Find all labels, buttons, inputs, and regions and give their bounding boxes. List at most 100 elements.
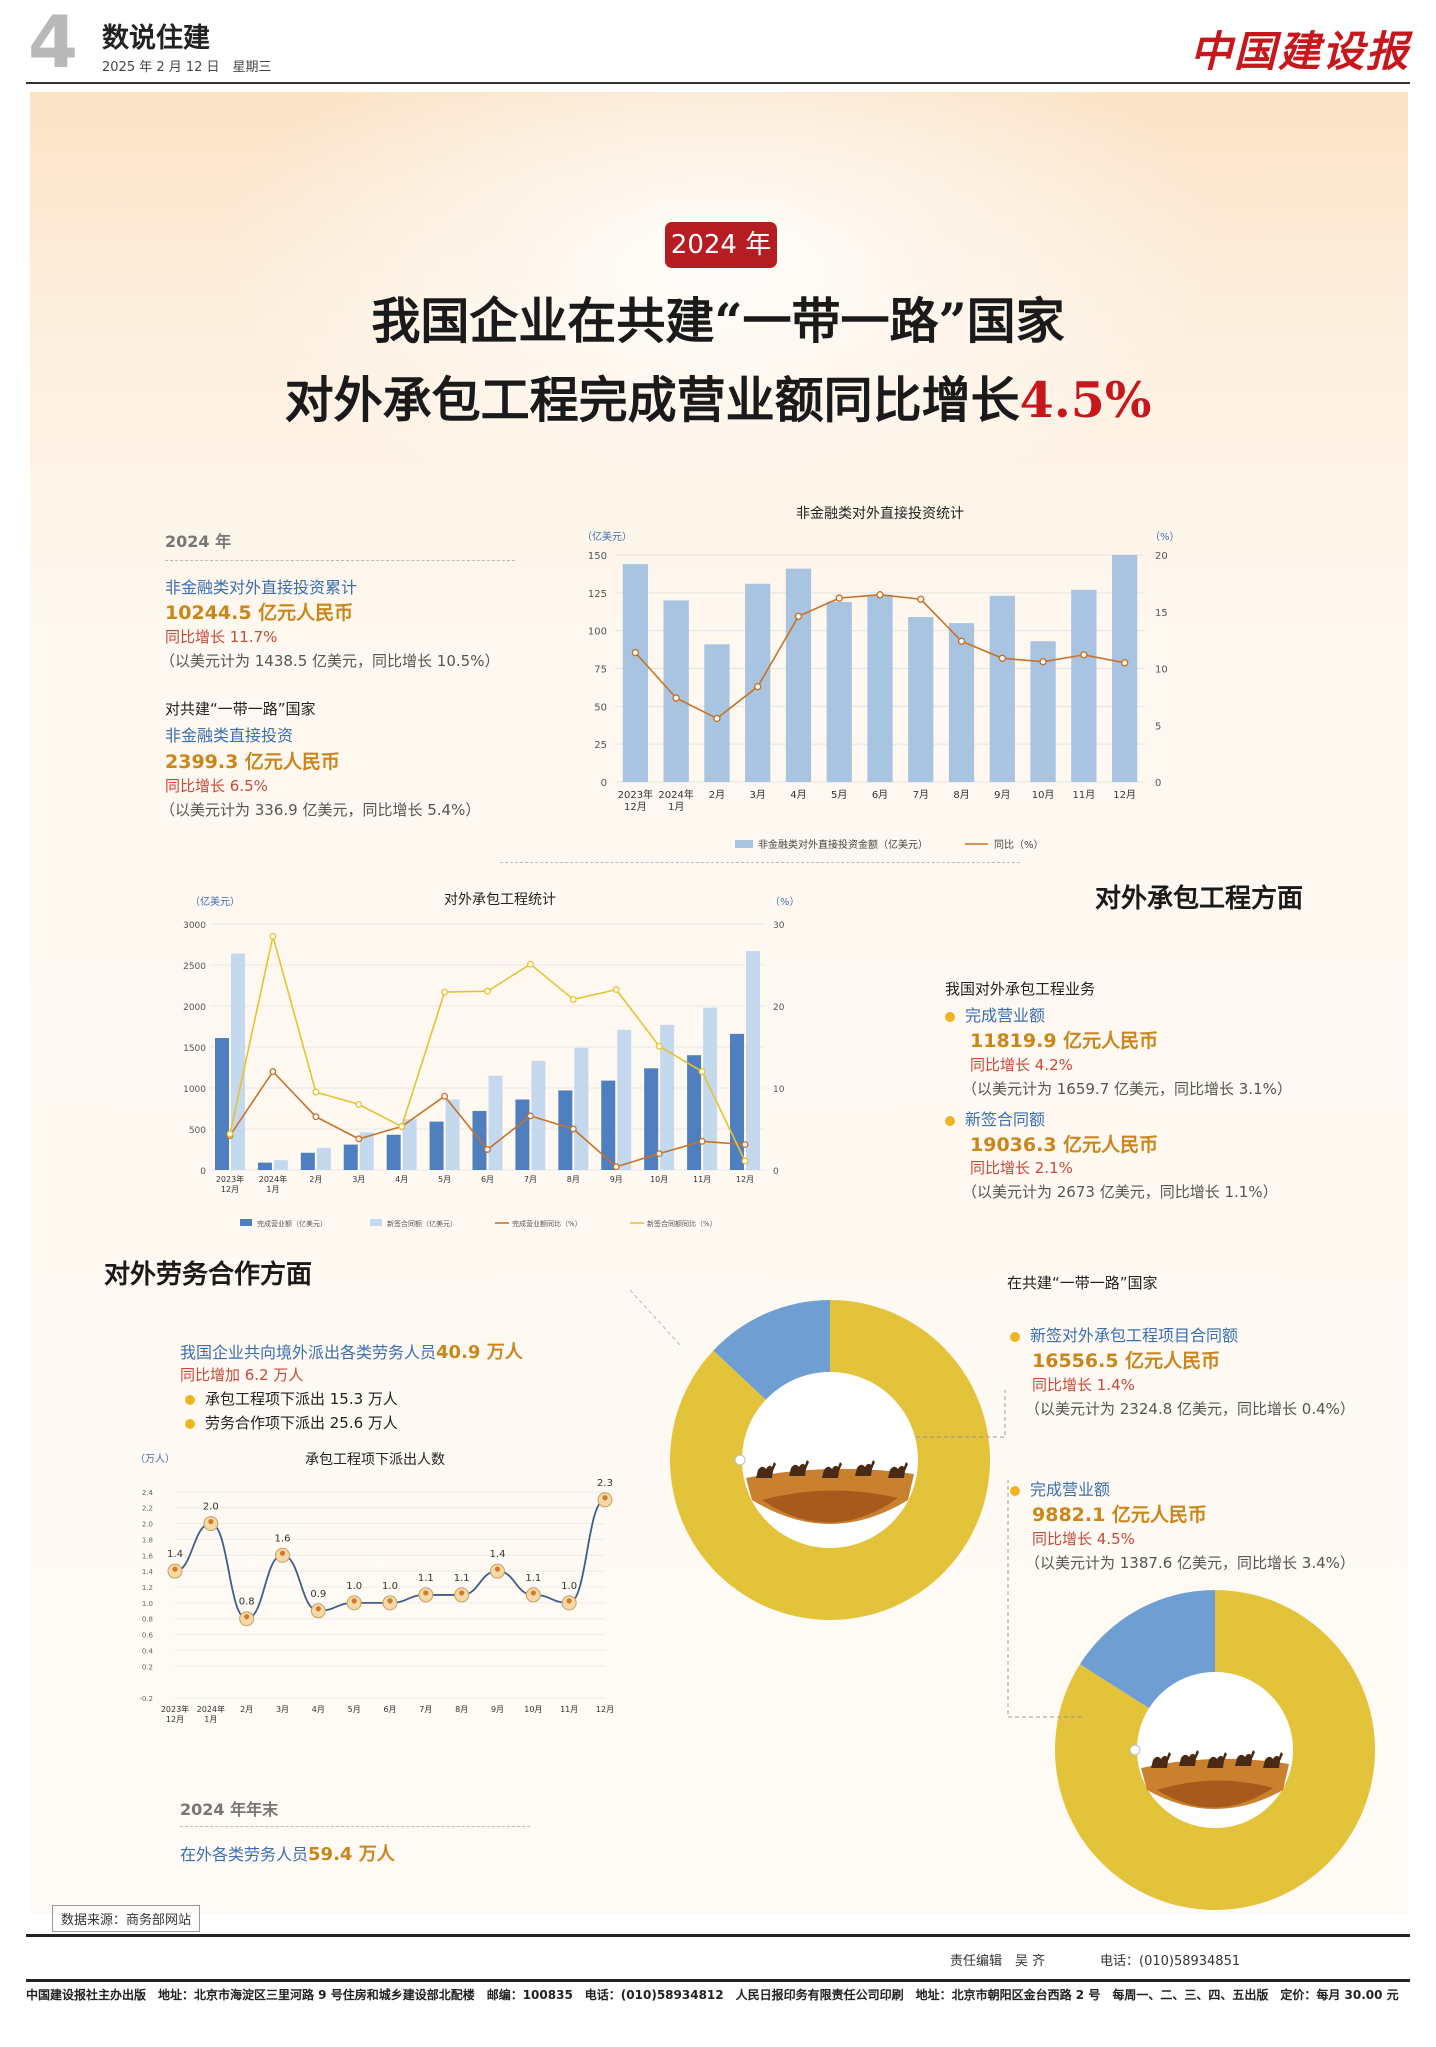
y-tick-label: 150 xyxy=(588,551,607,562)
bar xyxy=(826,601,852,782)
pie-slice xyxy=(713,1300,830,1400)
bar xyxy=(622,564,649,782)
investment-item2-usd: （以美元计为 336.9 亿美元，同比增长 5.4%） xyxy=(160,801,481,819)
bar xyxy=(617,1029,632,1170)
contracting-item1-value: 11819.9 亿元人民币 xyxy=(970,1030,1159,1052)
x-tick-label: 1月 xyxy=(266,1185,279,1194)
x-tick-label: 6月 xyxy=(872,789,888,801)
header-divider xyxy=(26,82,1410,84)
legend-label: 新签合同额同比（%） xyxy=(647,1219,717,1228)
contracting-item1-label: 完成营业额 xyxy=(945,1002,1045,1026)
bullet-icon xyxy=(1010,1331,1020,1342)
labor-heading: 对外劳务合作方面 xyxy=(104,1260,313,1290)
beltroad-item2-label: 完成营业额 xyxy=(1010,1476,1110,1500)
x-tick-label: 8月 xyxy=(455,1705,468,1714)
line-point xyxy=(741,1141,749,1149)
y-tick-label: 1.4 xyxy=(142,1568,154,1576)
headline-prefix: 对外承包工程完成营业额同比增长 xyxy=(284,371,1020,429)
worker-head-icon xyxy=(530,1590,536,1596)
investment-item1-growth: 同比增长 11.7% xyxy=(165,628,278,646)
worker-head-icon xyxy=(387,1598,393,1604)
labor-bullet1: 承包工程项下派出 15.3 万人 xyxy=(185,1388,398,1409)
camel-icon xyxy=(888,1462,908,1478)
worker-head-icon xyxy=(208,1518,214,1525)
bar xyxy=(402,1119,417,1170)
contracting-item2-usd: （以美元计为 2673 亿美元，同比增长 1.1%） xyxy=(962,1183,1278,1201)
legend-swatch xyxy=(240,1219,252,1226)
camel-icon xyxy=(1179,1750,1199,1766)
y2-tick-label: 30 xyxy=(773,921,785,931)
beltroad-item2-value: 9882.1 亿元人民币 xyxy=(1032,1504,1207,1526)
x-tick-label: 8月 xyxy=(567,1175,580,1184)
imprint: 中国建设报社主办出版 地址：北京市海淀区三里河路 9 号住房和城乡建设部北配楼 … xyxy=(26,1988,1399,2002)
beltroad-item2-usd: （以美元计为 1387.6 亿美元，同比增长 3.4%） xyxy=(1025,1554,1355,1572)
bar xyxy=(558,1090,573,1170)
y-tick-label: -0.2 xyxy=(139,1695,153,1703)
y-axis-unit: （万人） xyxy=(135,1453,175,1465)
x-tick-label: 2023年 xyxy=(618,788,653,801)
x-tick-label: 2月 xyxy=(709,789,725,801)
bar xyxy=(531,1060,546,1170)
investment-item2-growth: 同比增长 6.5% xyxy=(165,777,268,795)
camel-icon xyxy=(855,1460,875,1476)
pie-slice xyxy=(1079,1590,1215,1709)
connector-dot xyxy=(1129,1744,1141,1756)
bar xyxy=(215,1037,229,1170)
camel-icon xyxy=(1235,1750,1255,1766)
data-label: 2.3 xyxy=(597,1478,613,1489)
investment-item1-value: 10244.5 亿元人民币 xyxy=(165,602,354,624)
data-source: 数据来源：商务部网站 xyxy=(52,1905,201,1932)
legend-label: 非金融类对外直接投资金额（亿美元） xyxy=(758,838,928,851)
bar xyxy=(746,951,760,1170)
line-point xyxy=(698,1137,706,1145)
legend-label: 完成营业额（亿美元） xyxy=(257,1219,327,1228)
line-point xyxy=(269,932,277,940)
legend-swatch xyxy=(370,1219,382,1226)
bar xyxy=(745,583,771,782)
sand-dune xyxy=(762,1490,898,1523)
investment-item1-label: 非金融类对外直接投资累计 xyxy=(165,578,358,597)
camel-icon xyxy=(822,1462,842,1478)
chart-title: 非金融类对外直接投资统计 xyxy=(796,505,964,522)
y2-tick-label: 15 xyxy=(1155,608,1168,619)
y-tick-label: 2000 xyxy=(183,1003,206,1013)
line-point xyxy=(698,1068,706,1076)
bar xyxy=(343,1144,358,1170)
bar xyxy=(231,953,245,1170)
desert-caravan-icon xyxy=(1141,1750,1289,1809)
editor-credit: 责任编辑 吴 齐 xyxy=(950,1954,1046,1969)
line-point xyxy=(957,637,966,645)
x-tick-label: 12月 xyxy=(221,1185,239,1194)
y-tick-label: 75 xyxy=(594,665,607,676)
editor-phone: 电话：(010)58934851 xyxy=(1100,1954,1241,1969)
x-tick-label: 3月 xyxy=(352,1175,365,1184)
y2-axis-unit: （%） xyxy=(770,896,800,908)
bar xyxy=(257,1162,272,1170)
x-tick-label: 5月 xyxy=(348,1705,361,1714)
y2-tick-label: 5 xyxy=(1155,721,1161,732)
labor-growth: 同比增加 6.2 万人 xyxy=(180,1366,304,1384)
beltroad-item1-usd: （以美元计为 2324.8 亿美元，同比增长 0.4%） xyxy=(1025,1400,1355,1418)
y2-tick-label: 10 xyxy=(1155,665,1168,676)
worker-head-icon xyxy=(602,1495,608,1501)
beltroad-item1-value: 16556.5 亿元人民币 xyxy=(1032,1350,1221,1372)
camel-icon xyxy=(1207,1752,1227,1768)
x-tick-label: 9月 xyxy=(491,1705,504,1714)
x-tick-label: 5月 xyxy=(438,1175,451,1184)
desert-caravan-icon xyxy=(746,1460,914,1524)
x-tick-label: 12月 xyxy=(596,1705,614,1714)
bar xyxy=(1071,589,1097,782)
contracting-item2-value: 19036.3 亿元人民币 xyxy=(970,1134,1159,1156)
connector-dot xyxy=(734,1454,746,1466)
line-point xyxy=(226,1130,234,1138)
x-tick-label: 2024年 xyxy=(197,1704,225,1714)
data-label: 0.9 xyxy=(310,1589,326,1600)
bar xyxy=(445,1099,460,1170)
workers-chart: 承包工程项下派出人数 （万人） -0.2 0.2 0.4 0.6 0.8 1.0 1.2 1.4 1… xyxy=(135,1452,614,1724)
line-point xyxy=(484,1146,491,1153)
worker-head-icon xyxy=(494,1566,501,1572)
bar xyxy=(273,1160,288,1170)
y-tick-label: 2.2 xyxy=(142,1505,153,1513)
donut-completed-turnover xyxy=(1055,1590,1375,1910)
line-point xyxy=(631,648,640,657)
